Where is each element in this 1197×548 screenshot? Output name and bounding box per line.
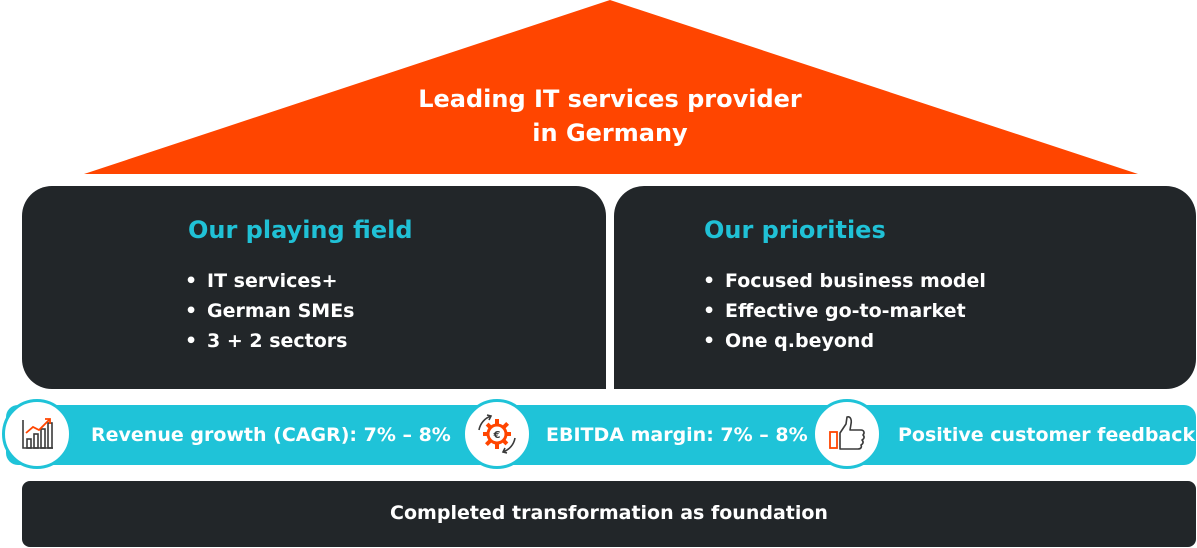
foundation-label: Completed transformation as foundation [390,502,828,524]
roof-title-line-2: in Germany [532,119,688,147]
priorities-panel: Our priorities Focused business model Ef… [614,186,1196,389]
ebitda-margin-label: EBITDA margin: 7% – 8% [546,424,808,446]
revenue-growth-label: Revenue growth (CAGR): 7% – 8% [91,424,451,446]
priorities-list: Focused business model Effective go-to-m… [703,266,986,356]
roof-triangle [84,0,1138,174]
growth-chart-icon [2,399,72,469]
roof-title: Leading IT services provider in Germany [300,82,920,150]
list-item: IT services+ [185,266,355,296]
priorities-heading: Our priorities [704,216,886,244]
list-item: One q.beyond [703,326,986,356]
playing-field-panel: Our playing field IT services+ German SM… [22,186,606,389]
list-item: German SMEs [185,296,355,326]
thumbs-up-icon [812,399,882,469]
svg-text:€: € [493,430,501,441]
playing-field-list: IT services+ German SMEs 3 + 2 sectors [185,266,355,356]
list-item: Effective go-to-market [703,296,986,326]
customer-feedback-label: Positive customer feedback [898,424,1196,446]
foundation-bar: Completed transformation as foundation [22,481,1196,547]
playing-field-heading: Our playing field [188,216,413,244]
euro-gear-icon: € [462,399,532,469]
list-item: 3 + 2 sectors [185,326,355,356]
roof-title-line-1: Leading IT services provider [418,85,802,113]
list-item: Focused business model [703,266,986,296]
kpi-bar [6,405,1196,465]
